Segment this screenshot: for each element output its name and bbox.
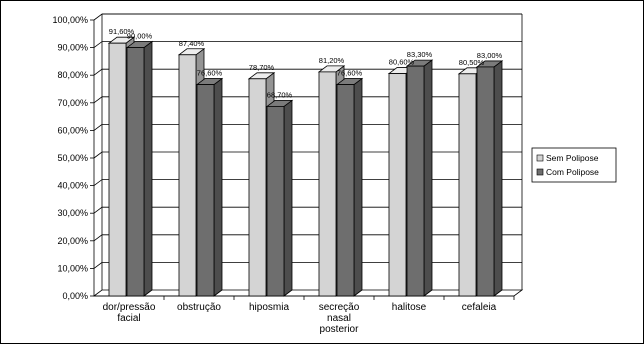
legend-swatch	[536, 168, 544, 176]
legend-entry: Com Polipose	[546, 167, 599, 177]
data-label: 80,60%	[389, 58, 415, 67]
y-tick-label: 60,00%	[57, 125, 88, 135]
bar-side	[143, 40, 153, 297]
bar-front	[476, 66, 495, 297]
y-tick-label: 50,00%	[57, 153, 88, 163]
bar	[335, 77, 364, 297]
y-tick-label: 90,00%	[57, 43, 88, 53]
bar-front	[126, 47, 145, 297]
bar-front	[318, 71, 337, 297]
data-label: 81,20%	[319, 56, 345, 65]
x-tick-label: halitose	[392, 302, 427, 313]
data-label: 83,00%	[477, 51, 503, 60]
y-tick-label: 40,00%	[57, 181, 88, 191]
data-label: 90,00%	[127, 32, 153, 41]
bar	[265, 99, 294, 297]
bar-side	[423, 59, 433, 297]
bar-side	[283, 99, 293, 297]
data-label: 83,30%	[407, 50, 433, 59]
data-label: 78,70%	[249, 63, 275, 72]
bar-front	[336, 84, 355, 297]
data-label: 91,60%	[109, 27, 135, 36]
chart-floor	[92, 289, 524, 297]
bar-side	[213, 77, 223, 297]
bar-front	[388, 73, 407, 297]
bar-front	[178, 54, 197, 297]
y-tick-label: 20,00%	[57, 236, 88, 246]
data-label: 76,60%	[197, 69, 223, 78]
x-tick-label: obstrução	[177, 302, 221, 313]
bar	[405, 59, 434, 297]
y-tick-label: 100,00%	[52, 15, 88, 25]
x-tick-label: dor/pressão facial	[103, 302, 156, 324]
y-tick-label: 30,00%	[57, 208, 88, 218]
bar-front	[458, 73, 477, 297]
bar	[475, 60, 504, 297]
bar-front	[406, 65, 425, 297]
x-tick-label: secreção nasal posterior	[319, 302, 360, 335]
x-tick-label: hiposmia	[249, 302, 289, 313]
legend: Sem Polipose Com Polipose	[531, 147, 617, 183]
data-label: 87,40%	[179, 39, 205, 48]
bar-side	[493, 60, 503, 297]
bar-side	[353, 77, 363, 297]
y-tick-label: 70,00%	[57, 98, 88, 108]
legend-box	[531, 147, 617, 183]
data-label: 68,70%	[267, 90, 293, 99]
bar	[125, 40, 154, 297]
bar	[195, 77, 224, 297]
bar-front	[196, 84, 215, 297]
data-label: 80,50%	[459, 58, 485, 67]
bar-front	[248, 78, 267, 297]
y-tick-label: 80,00%	[57, 70, 88, 80]
y-tick-label: 0,00%	[62, 291, 88, 301]
legend-swatch	[536, 154, 544, 162]
x-tick-label: cefaleia	[462, 302, 497, 313]
y-tick-label: 10,00%	[57, 263, 88, 273]
data-label: 76,60%	[337, 69, 363, 78]
bar-front	[266, 105, 285, 297]
legend-entry: Sem Polipose	[546, 153, 599, 163]
bar-front	[108, 42, 127, 297]
